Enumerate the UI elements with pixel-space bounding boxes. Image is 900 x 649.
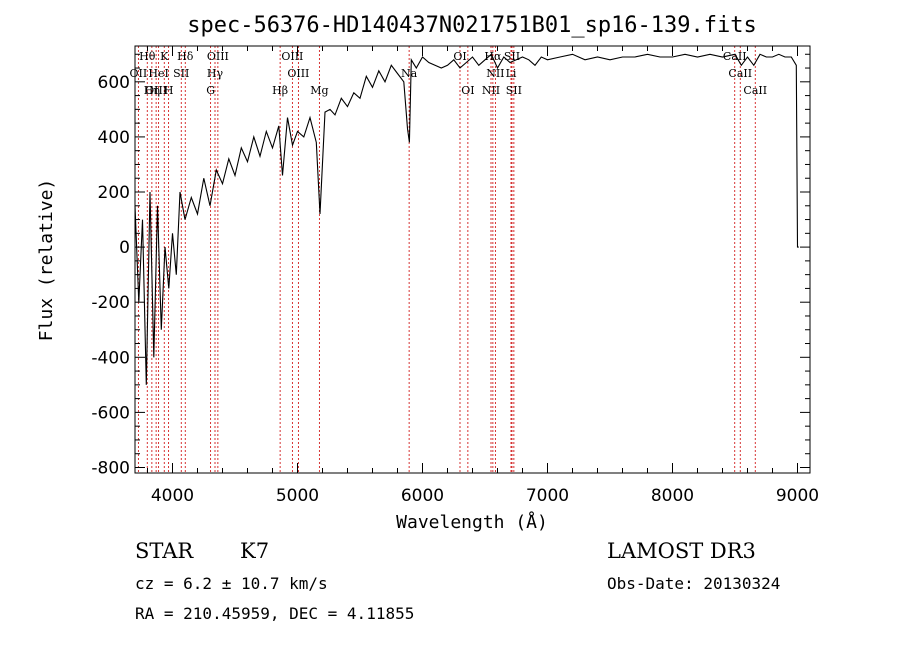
- spectral-subclass: K7: [240, 539, 269, 563]
- y-tick-label-4: 0: [119, 238, 130, 258]
- line-marker-label-1: K: [160, 50, 169, 63]
- y-axis-label: Flux (relative): [36, 179, 57, 342]
- x-tick-label-0: 4000: [151, 486, 194, 506]
- line-marker-label-11: G: [206, 84, 215, 97]
- line-marker-label-6: OIII: [145, 84, 167, 97]
- y-axis-ticks: -800 -600 -400 -200 0 200 400 600: [91, 53, 810, 478]
- line-marker-label-26: CaII: [728, 67, 752, 80]
- line-marker-label-25: CaII: [723, 50, 747, 63]
- x-tick-label-3: 7000: [526, 486, 569, 506]
- line-marker-label-13: OIII: [281, 50, 303, 63]
- redshift-value: cz = 6.2 ± 10.7 km/s: [135, 574, 328, 593]
- x-axis-label: Wavelength (Å): [396, 511, 548, 533]
- line-marker-label-23: SII: [506, 84, 522, 97]
- line-marker-label-10: Hγ: [207, 67, 224, 80]
- line-marker-label-21: NII: [486, 67, 504, 80]
- y-tick-label-5: 200: [98, 183, 130, 203]
- y-tick-label-1: -600: [91, 403, 130, 423]
- line-marker-label-8: H: [164, 84, 174, 97]
- line-marker-label-9: OIII: [207, 50, 229, 63]
- x-tick-label-1: 5000: [276, 486, 319, 506]
- line-marker-label-18: OI: [461, 84, 474, 97]
- line-marker-label-7: Hη: [144, 84, 160, 97]
- line-marker-label-0: Hθ: [139, 50, 156, 63]
- ra-dec-coords: RA = 210.45959, DEC = 4.11855: [135, 604, 414, 623]
- line-marker-label-2: Hδ: [177, 50, 194, 63]
- survey-name: LAMOST DR3: [607, 539, 756, 563]
- line-marker-label-3: OII: [130, 67, 148, 80]
- x-tick-label-5: 9000: [776, 486, 819, 506]
- line-marker-label-16: Na: [401, 67, 418, 80]
- line-marker-label-14: OIII: [287, 67, 309, 80]
- observation-date: Obs-Date: 20130324: [607, 574, 780, 593]
- y-tick-label-7: 600: [98, 73, 130, 93]
- chart-title: spec-56376-HD140437N021751B01_sp16-139.f…: [187, 13, 757, 38]
- x-tick-label-4: 8000: [651, 486, 694, 506]
- line-marker-label-5: SII: [173, 67, 189, 80]
- y-tick-label-2: -400: [91, 348, 130, 368]
- x-axis-ticks: 4000 5000 6000 7000 8000 9000: [147, 46, 819, 506]
- spectral-line-markers: [137, 46, 756, 473]
- y-tick-label-0: -800: [91, 458, 130, 478]
- line-marker-label-12: Hβ: [272, 84, 288, 97]
- x-tick-label-2: 6000: [401, 486, 444, 506]
- object-class: STAR: [135, 539, 194, 563]
- spectrum-line: [134, 53, 799, 385]
- line-marker-label-27: CaII: [743, 84, 767, 97]
- line-marker-label-15: Mg: [310, 84, 328, 97]
- line-marker-label-24: Li: [506, 67, 517, 80]
- line-marker-label-19: NII: [482, 84, 500, 97]
- y-tick-label-6: 400: [98, 128, 130, 148]
- line-marker-label-17: OI: [453, 50, 466, 63]
- line-marker-label-4: HeI: [148, 67, 168, 80]
- y-tick-label-3: -200: [91, 293, 130, 313]
- plot-frame: [134, 45, 811, 474]
- line-marker-label-20: Hα: [484, 50, 502, 63]
